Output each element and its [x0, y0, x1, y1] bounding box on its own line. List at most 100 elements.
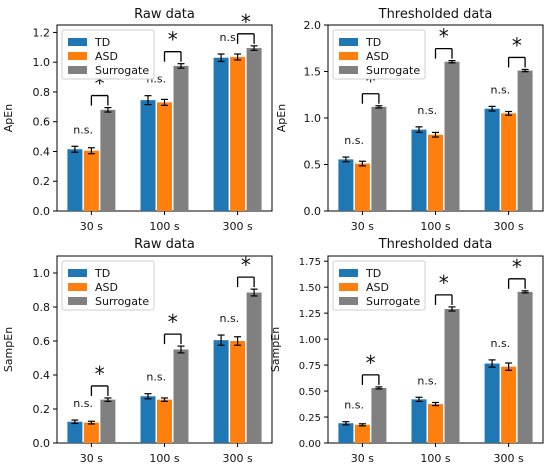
- annotation-ns: n.s.: [146, 371, 166, 384]
- bar-td-30s: [338, 423, 354, 443]
- legend-label-td: TD: [94, 267, 110, 280]
- legend-swatch-td: [339, 38, 358, 46]
- bar-surrogate-100s: [173, 65, 189, 211]
- bar-surrogate-100s: [444, 308, 460, 443]
- annotation-ns: n.s.: [344, 134, 364, 147]
- chart-title: Raw data: [134, 237, 195, 252]
- annotation-ns: n.s.: [490, 83, 510, 96]
- y-tick-label: 1.5: [304, 66, 322, 79]
- annotation-star: *: [95, 362, 105, 386]
- annotation-ns: n.s.: [219, 31, 239, 44]
- chart-title: Raw data: [134, 7, 195, 22]
- bar-asd-30s: [354, 163, 370, 211]
- legend-label-asd: ASD: [366, 50, 389, 63]
- bar-asd-100s: [428, 404, 443, 443]
- bar-asd-300s: [230, 56, 246, 211]
- bar-td-30s: [338, 159, 354, 211]
- bar-td-100s: [411, 399, 427, 443]
- y-tick-label: 0.8: [33, 86, 51, 99]
- bar-td-100s: [140, 396, 156, 443]
- annotation-star: *: [366, 70, 376, 94]
- x-tick-label: 30 s: [351, 452, 374, 465]
- annotation-star: *: [168, 310, 178, 334]
- annotation-star: *: [241, 253, 251, 277]
- annotation-ns: n.s.: [219, 312, 239, 325]
- y-tick-label: 2.0: [304, 19, 322, 32]
- y-tick-label: 0.2: [33, 175, 51, 188]
- y-axis-title: SampEn: [269, 327, 282, 372]
- bar-asd-100s: [157, 102, 172, 211]
- y-tick-label: 0.75: [299, 361, 321, 372]
- bar-surrogate-300s: [517, 291, 533, 443]
- legend-label-surrogate: Surrogate: [366, 295, 420, 308]
- chart-title: Thresholded data: [378, 7, 493, 22]
- legend-label-asd: ASD: [366, 281, 389, 294]
- y-tick-label: 0.0: [33, 437, 51, 450]
- chart-panel-4: Thresholded data SampEn 0.00 0.25 0.50 0.75 1.…: [269, 237, 544, 465]
- legend-label-td: TD: [365, 267, 381, 280]
- y-tick-label: 0.0: [304, 205, 322, 218]
- legend-label-td: TD: [94, 36, 110, 49]
- x-tick-label: 100 s: [420, 452, 450, 465]
- legend-swatch-asd: [68, 283, 87, 291]
- y-axis-title: ApEn: [2, 104, 15, 132]
- y-tick-label: 1.0: [33, 267, 51, 280]
- y-tick-label: 0.5: [304, 159, 322, 172]
- annotation-ns: n.s.: [73, 123, 93, 136]
- y-axis-title: SampEn: [2, 327, 15, 372]
- bar-surrogate-300s: [246, 48, 262, 212]
- x-tick-label: 100 s: [420, 220, 450, 233]
- annotation-star: *: [168, 28, 178, 52]
- x-tick-label: 30 s: [351, 220, 374, 233]
- legend-swatch-td: [339, 269, 358, 277]
- legend-label-surrogate: Surrogate: [95, 295, 149, 308]
- legend-swatch-surrogate: [339, 66, 358, 74]
- y-tick-label: 1.00: [299, 335, 321, 346]
- annotation-star: *: [95, 72, 105, 96]
- legend-label-surrogate: Surrogate: [95, 64, 149, 77]
- bar-asd-300s: [501, 113, 517, 211]
- annotation-star: *: [241, 10, 251, 34]
- y-tick-label: 0.25: [299, 413, 321, 424]
- y-tick-label: 1.0: [304, 112, 322, 125]
- annotation-star: *: [512, 33, 522, 57]
- bar-surrogate-300s: [517, 70, 533, 211]
- annotation-ns: n.s.: [417, 104, 437, 117]
- x-tick-label: 30 s: [80, 220, 103, 233]
- bar-td-30s: [67, 149, 83, 211]
- annotation-ns: n.s.: [344, 399, 364, 412]
- legend-label-asd: ASD: [95, 281, 118, 294]
- bar-asd-100s: [157, 399, 172, 443]
- bar-surrogate-30s: [100, 109, 116, 211]
- x-tick-label: 300 s: [222, 220, 252, 233]
- y-tick-label: 1.75: [299, 257, 321, 268]
- legend-swatch-surrogate: [68, 66, 87, 74]
- x-tick-label: 300 s: [493, 452, 523, 465]
- chart-panel-1: Raw data ApEn 0.0 0.2 0.4 0.6 0.8 1.0 1.2 30 s 100…: [2, 7, 273, 233]
- bar-surrogate-30s: [371, 387, 387, 443]
- bar-asd-300s: [501, 366, 517, 443]
- bar-asd-30s: [354, 424, 370, 443]
- y-tick-label: 0.4: [33, 145, 51, 158]
- y-tick-label: 1.25: [299, 309, 321, 320]
- annotation-ns: n.s.: [490, 337, 510, 350]
- annotation-ns: n.s.: [73, 397, 93, 410]
- legend-swatch-td: [68, 38, 87, 46]
- bar-surrogate-300s: [246, 292, 262, 443]
- y-tick-label: 0.50: [299, 387, 321, 398]
- annotation-star: *: [366, 351, 376, 375]
- annotation-star: *: [439, 271, 449, 295]
- bar-td-300s: [484, 363, 500, 443]
- bar-surrogate-30s: [100, 399, 116, 443]
- y-tick-label: 0.2: [33, 403, 51, 416]
- y-axis-title: ApEn: [275, 104, 288, 132]
- legend-swatch-asd: [339, 52, 358, 60]
- chart-panel-3: Raw data SampEn 0.0 0.2 0.4 0.6 0.8 1.0 30 s 100 …: [2, 237, 273, 465]
- legend-label-asd: ASD: [95, 50, 118, 63]
- bar-asd-100s: [428, 134, 443, 211]
- y-tick-label: 0.0: [33, 205, 51, 218]
- annotation-star: *: [512, 255, 522, 279]
- x-tick-label: 30 s: [80, 452, 103, 465]
- legend-swatch-surrogate: [68, 297, 87, 305]
